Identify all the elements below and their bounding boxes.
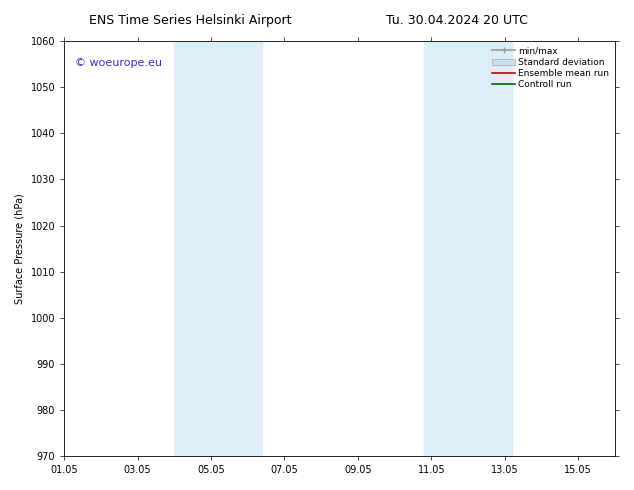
Legend: min/max, Standard deviation, Ensemble mean run, Controll run: min/max, Standard deviation, Ensemble me…	[489, 43, 613, 93]
Bar	[468, 41, 512, 456]
Text: © woeurope.eu: © woeurope.eu	[75, 58, 162, 68]
Y-axis label: Surface Pressure (hPa): Surface Pressure (hPa)	[15, 193, 25, 304]
Bar	[174, 41, 218, 456]
Text: ENS Time Series Helsinki Airport: ENS Time Series Helsinki Airport	[89, 14, 292, 27]
Bar	[218, 41, 262, 456]
Bar	[424, 41, 468, 456]
Text: Tu. 30.04.2024 20 UTC: Tu. 30.04.2024 20 UTC	[385, 14, 527, 27]
